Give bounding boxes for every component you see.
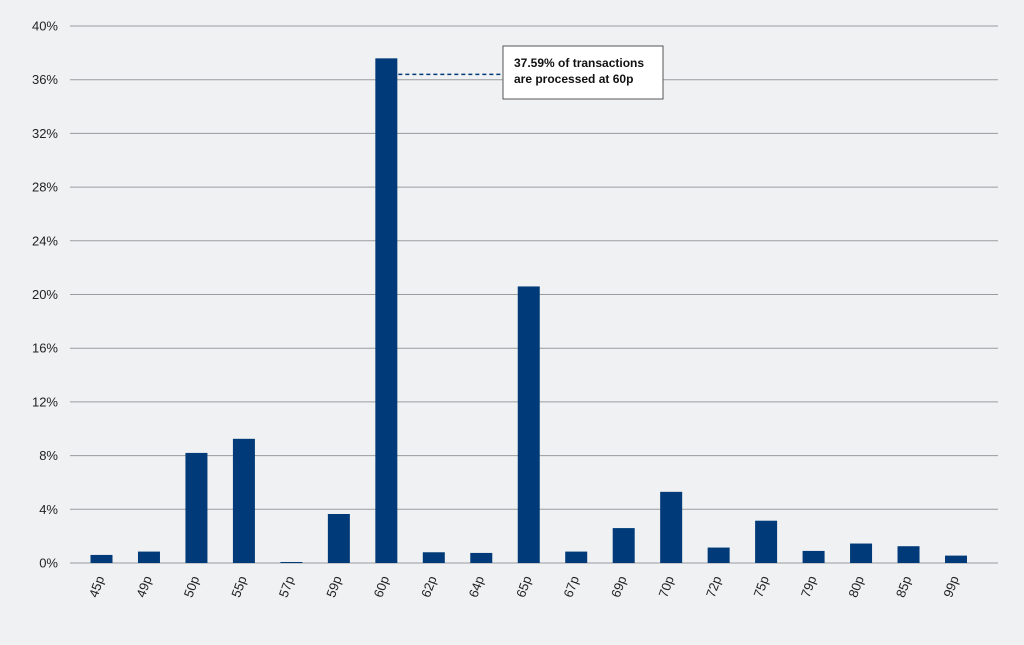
x-tick-label: 85p — [893, 574, 915, 600]
bar-99p — [945, 555, 967, 563]
x-tick-label: 70p — [655, 574, 677, 600]
y-tick-label: 40% — [32, 19, 58, 34]
bar-50p — [185, 452, 208, 563]
y-tick-label: 0% — [39, 556, 58, 571]
x-tick-label: 50p — [181, 574, 203, 600]
bar-72p — [707, 547, 730, 563]
x-tick-label: 64p — [466, 574, 488, 600]
y-tick-label: 32% — [32, 126, 58, 141]
bar-67p — [565, 551, 588, 563]
x-tick-label: 60p — [371, 574, 393, 600]
y-tick-label: 16% — [32, 341, 58, 356]
bar-62p — [422, 552, 445, 563]
annotation-text: are processed at 60p — [514, 72, 633, 86]
x-tick-label: 72p — [703, 574, 725, 600]
x-tick-label: 79p — [798, 574, 820, 600]
bar-80p — [850, 543, 873, 563]
annotation-box — [502, 45, 664, 100]
bar-65p — [517, 286, 540, 563]
y-tick-label: 24% — [32, 233, 58, 248]
x-tick-label: 62p — [418, 574, 440, 600]
x-tick-label: 99p — [940, 574, 962, 600]
x-tick-label: 45p — [86, 574, 108, 600]
bar-75p — [755, 520, 778, 563]
x-tick-label: 69p — [608, 574, 630, 600]
bar-64p — [470, 552, 493, 563]
x-tick-label: 57p — [276, 574, 298, 600]
bar-49p — [137, 551, 160, 563]
bar-55p — [232, 438, 255, 563]
x-tick-label: 80p — [845, 574, 867, 600]
y-tick-label: 12% — [32, 394, 58, 409]
x-tick-label: 65p — [513, 574, 535, 600]
x-tick-label: 55p — [228, 574, 250, 600]
bar-70p — [660, 491, 683, 563]
y-tick-label: 28% — [32, 180, 58, 195]
bar-79p — [802, 550, 825, 563]
y-tick-label: 4% — [39, 502, 58, 517]
y-tick-label: 20% — [32, 287, 58, 302]
bar-69p — [612, 528, 635, 563]
x-tick-label: 59p — [323, 574, 345, 600]
annotation-text: 37.59% of transactions — [514, 56, 644, 70]
bar-60p — [375, 58, 398, 563]
bar-59p — [327, 513, 350, 563]
bar-45p — [90, 554, 113, 563]
bar-85p — [897, 546, 920, 563]
x-tick-label: 49p — [133, 574, 155, 600]
x-tick-label: 75p — [750, 574, 772, 600]
x-tick-label: 67p — [561, 574, 583, 600]
bar-57p — [280, 562, 303, 563]
y-tick-label: 36% — [32, 72, 58, 87]
y-tick-label: 8% — [39, 448, 58, 463]
